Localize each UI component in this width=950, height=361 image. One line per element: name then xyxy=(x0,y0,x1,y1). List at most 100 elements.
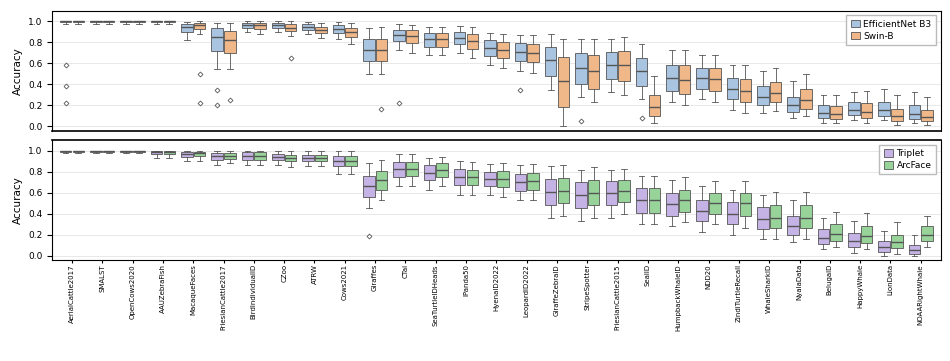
PathPatch shape xyxy=(406,162,418,176)
PathPatch shape xyxy=(618,51,630,81)
PathPatch shape xyxy=(285,155,296,161)
PathPatch shape xyxy=(436,33,447,47)
PathPatch shape xyxy=(545,179,557,205)
PathPatch shape xyxy=(454,32,466,44)
PathPatch shape xyxy=(332,25,344,33)
PathPatch shape xyxy=(224,31,236,53)
PathPatch shape xyxy=(891,235,902,248)
PathPatch shape xyxy=(891,109,902,121)
PathPatch shape xyxy=(466,170,478,185)
PathPatch shape xyxy=(861,226,872,243)
PathPatch shape xyxy=(818,230,829,244)
PathPatch shape xyxy=(454,169,466,185)
PathPatch shape xyxy=(436,163,447,177)
PathPatch shape xyxy=(739,79,751,102)
PathPatch shape xyxy=(848,102,860,115)
PathPatch shape xyxy=(121,21,132,22)
PathPatch shape xyxy=(922,110,933,121)
PathPatch shape xyxy=(315,155,327,161)
PathPatch shape xyxy=(103,151,114,152)
PathPatch shape xyxy=(332,156,344,166)
PathPatch shape xyxy=(72,151,85,152)
PathPatch shape xyxy=(393,162,405,177)
PathPatch shape xyxy=(315,27,327,33)
PathPatch shape xyxy=(666,65,677,91)
PathPatch shape xyxy=(879,241,890,252)
PathPatch shape xyxy=(588,180,599,205)
PathPatch shape xyxy=(375,39,388,61)
PathPatch shape xyxy=(163,151,175,154)
PathPatch shape xyxy=(679,65,691,94)
PathPatch shape xyxy=(363,176,374,197)
PathPatch shape xyxy=(618,180,630,202)
PathPatch shape xyxy=(575,53,587,84)
PathPatch shape xyxy=(406,30,418,43)
PathPatch shape xyxy=(72,21,85,22)
PathPatch shape xyxy=(818,105,829,118)
PathPatch shape xyxy=(424,165,435,180)
PathPatch shape xyxy=(908,105,921,119)
PathPatch shape xyxy=(800,205,811,229)
PathPatch shape xyxy=(375,171,388,190)
PathPatch shape xyxy=(788,216,799,235)
PathPatch shape xyxy=(696,200,708,221)
PathPatch shape xyxy=(605,181,618,205)
PathPatch shape xyxy=(60,21,71,22)
PathPatch shape xyxy=(710,68,721,91)
Y-axis label: Accuracy: Accuracy xyxy=(12,47,23,95)
PathPatch shape xyxy=(212,153,223,160)
PathPatch shape xyxy=(727,202,738,224)
PathPatch shape xyxy=(800,88,811,109)
PathPatch shape xyxy=(739,193,751,216)
PathPatch shape xyxy=(770,205,781,229)
PathPatch shape xyxy=(90,151,102,152)
PathPatch shape xyxy=(181,24,193,32)
PathPatch shape xyxy=(103,21,114,22)
PathPatch shape xyxy=(710,193,721,214)
Legend: EfficientNet B3, Swin-B: EfficientNet B3, Swin-B xyxy=(846,16,936,45)
PathPatch shape xyxy=(484,172,496,186)
PathPatch shape xyxy=(666,193,677,216)
PathPatch shape xyxy=(241,23,254,28)
PathPatch shape xyxy=(393,30,405,41)
PathPatch shape xyxy=(830,224,842,241)
PathPatch shape xyxy=(133,21,144,22)
PathPatch shape xyxy=(151,21,162,22)
PathPatch shape xyxy=(346,156,357,166)
PathPatch shape xyxy=(575,182,587,208)
PathPatch shape xyxy=(255,23,266,29)
PathPatch shape xyxy=(121,151,132,152)
PathPatch shape xyxy=(255,152,266,160)
PathPatch shape xyxy=(272,154,283,160)
PathPatch shape xyxy=(285,25,296,31)
PathPatch shape xyxy=(788,97,799,112)
Legend: Triplet, ArcFace: Triplet, ArcFace xyxy=(880,145,936,174)
PathPatch shape xyxy=(163,21,175,22)
PathPatch shape xyxy=(757,87,769,105)
PathPatch shape xyxy=(679,190,691,212)
PathPatch shape xyxy=(133,151,144,152)
PathPatch shape xyxy=(515,174,526,191)
PathPatch shape xyxy=(649,188,660,213)
PathPatch shape xyxy=(212,28,223,51)
PathPatch shape xyxy=(424,33,435,47)
PathPatch shape xyxy=(558,57,569,108)
PathPatch shape xyxy=(466,34,478,49)
PathPatch shape xyxy=(302,155,314,161)
PathPatch shape xyxy=(346,28,357,37)
PathPatch shape xyxy=(484,40,496,56)
PathPatch shape xyxy=(194,23,205,29)
PathPatch shape xyxy=(696,68,708,88)
PathPatch shape xyxy=(770,82,781,102)
PathPatch shape xyxy=(830,106,842,119)
Y-axis label: Accuracy: Accuracy xyxy=(12,176,23,224)
PathPatch shape xyxy=(302,24,314,30)
PathPatch shape xyxy=(497,42,508,58)
PathPatch shape xyxy=(636,188,647,213)
PathPatch shape xyxy=(241,152,254,160)
PathPatch shape xyxy=(727,78,738,99)
PathPatch shape xyxy=(908,245,921,254)
PathPatch shape xyxy=(497,171,508,187)
PathPatch shape xyxy=(224,153,236,159)
PathPatch shape xyxy=(60,151,71,152)
